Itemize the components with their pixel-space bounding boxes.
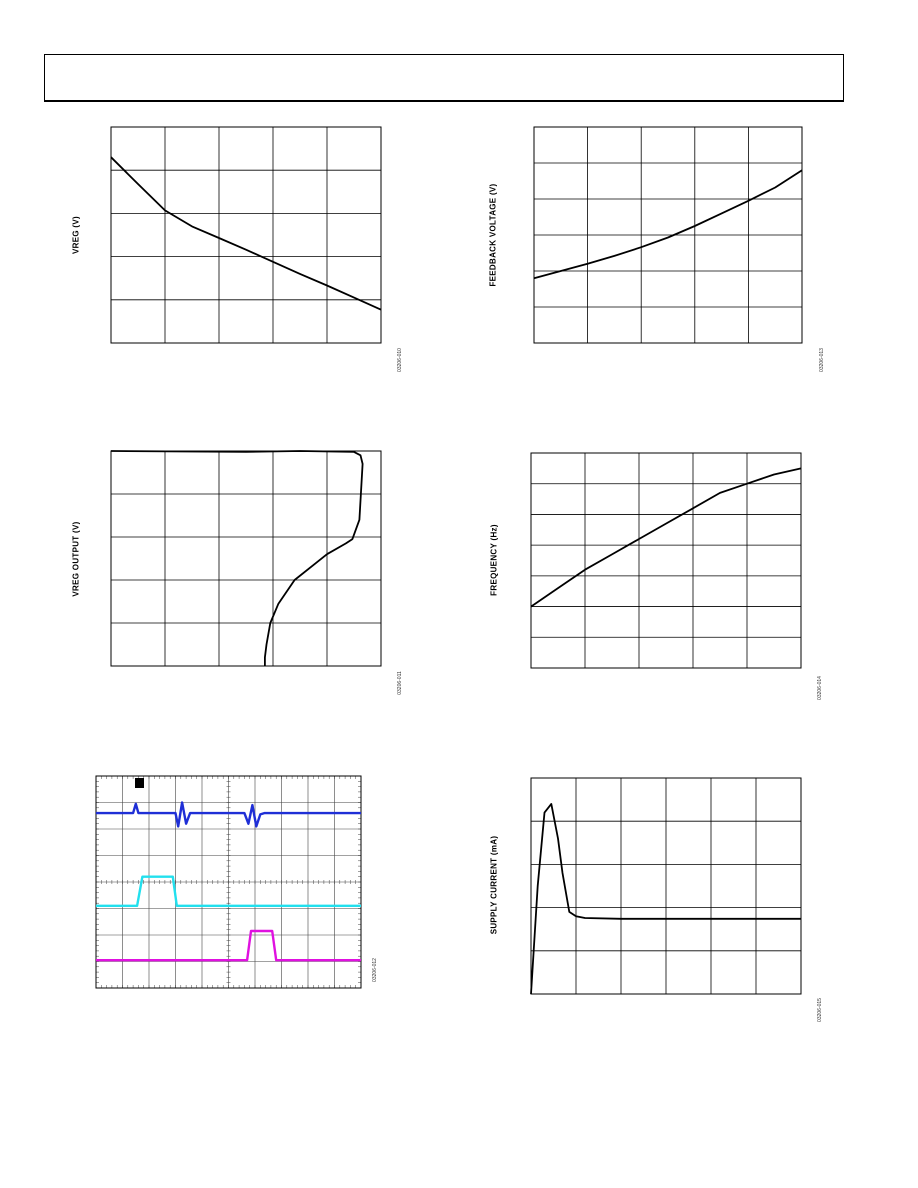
scope-grid [95,775,362,989]
supply-series-line-1 [530,802,801,995]
frequency-ylabel: FREQUENCY (Hz) [489,524,499,596]
vreg-ylabel: VREG (V) [71,216,81,254]
frequency-grid [531,453,801,668]
feedback-series-line-1 [533,169,803,280]
frequency-frame [530,452,802,669]
vreg-output-chart [110,450,382,667]
supply-current-chart [530,777,802,995]
vreg-output-ylabel: VREG OUTPUT (V) [71,521,81,597]
vreg-series-line-1 [110,156,382,311]
vreg_output-grid [111,451,381,666]
feedback-grid [534,127,802,343]
scope-frame [95,775,362,989]
scope-series-line-2 [96,875,361,908]
feedback-chart [533,126,803,344]
scope-channel-marker [135,778,144,788]
feedback-ylabel: FEEDBACK VOLTAGE (V) [488,183,498,287]
scope-series-line-3 [96,929,361,962]
vreg_output-frame [110,450,382,667]
vreg_output-series-line-1 [110,450,364,666]
vreg-chart [110,126,382,344]
vreg-frame [110,126,382,344]
scope-figure-id: 03206-012 [372,958,378,982]
feedback-frame [533,126,803,344]
vreg-grid [111,127,381,343]
page-header-box [44,54,844,102]
frequency-chart [530,452,802,669]
scope-chart [95,775,362,989]
supply-figure-id: 03206-015 [817,998,823,1022]
supply-grid [531,778,801,994]
frequency-figure-id: 03206-014 [817,676,823,700]
feedback-figure-id: 03206-013 [819,348,825,372]
scope-series-line-1 [96,801,361,828]
vreg-figure-id: 03206-010 [397,348,403,372]
frequency-series-line-1 [530,467,802,608]
supply-ylabel: SUPPLY CURRENT (mA) [489,835,499,935]
vreg-output-figure-id: 03206-011 [397,671,403,695]
supply-frame [530,777,802,995]
